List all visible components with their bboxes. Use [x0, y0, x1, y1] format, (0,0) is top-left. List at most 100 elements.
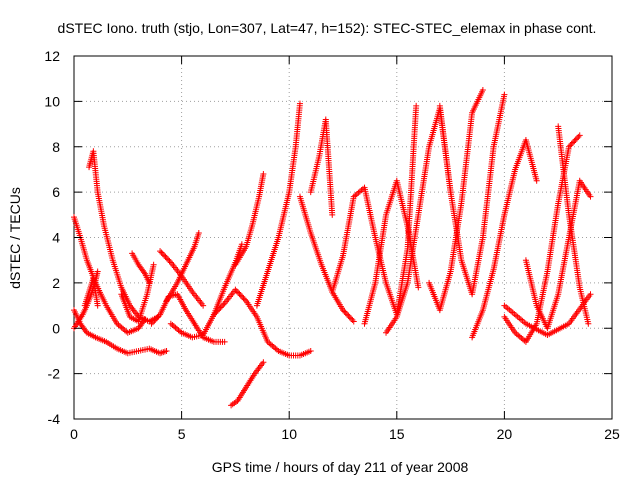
data-point	[165, 256, 172, 263]
x-tick-label: 25	[604, 426, 620, 442]
data-point	[212, 310, 219, 317]
y-tick-label: 8	[52, 139, 60, 155]
data-point	[344, 311, 351, 318]
series-14	[232, 170, 267, 268]
series-6	[118, 261, 157, 325]
y-tick-label: 0	[52, 320, 60, 336]
data-point	[233, 288, 240, 295]
data-point	[239, 293, 246, 300]
grid-lines	[74, 56, 612, 419]
data-point	[214, 307, 221, 314]
series-15	[296, 193, 357, 325]
data-point	[221, 338, 228, 345]
data-point	[163, 347, 170, 354]
data-point	[345, 312, 352, 319]
series-25	[555, 123, 592, 327]
series-3	[86, 148, 161, 325]
data-point	[200, 302, 207, 309]
data-point	[232, 286, 239, 293]
data-point	[348, 315, 355, 322]
data-point	[340, 307, 346, 314]
data-point	[161, 252, 168, 259]
data-point	[195, 229, 202, 236]
data-point	[210, 311, 217, 318]
data-point	[585, 320, 592, 327]
series-10	[167, 241, 245, 341]
data-point	[587, 291, 594, 298]
data-point	[341, 308, 348, 315]
data-point	[236, 290, 243, 297]
data-point	[533, 177, 540, 184]
data-point	[350, 318, 357, 325]
data-point	[565, 143, 572, 150]
y-tick-label: 6	[52, 184, 60, 200]
data-point	[296, 100, 303, 107]
y-tick-label: 10	[44, 93, 60, 109]
data-point	[260, 359, 267, 366]
y-axis-label: dSTEC / TECUs	[7, 187, 23, 289]
series-16	[307, 116, 336, 218]
y-tick-label: 12	[44, 48, 60, 64]
x-tick-label: 0	[70, 426, 78, 442]
series-5	[129, 250, 153, 286]
y-tick-label: 4	[52, 230, 60, 246]
data-point	[346, 314, 353, 321]
series-4	[81, 275, 101, 309]
data-point	[220, 301, 227, 308]
series-22	[469, 136, 540, 341]
series-12	[228, 359, 267, 409]
data-point	[307, 347, 314, 354]
data-point	[415, 284, 422, 291]
data-point	[587, 193, 594, 200]
data-point	[575, 133, 582, 140]
x-tick-label: 15	[389, 426, 405, 442]
data-point	[479, 87, 486, 94]
axis-ticks: 0 5 10 15 20 25 -4 -2 0 2 4 6 8 10 12	[44, 48, 620, 442]
data-point	[157, 248, 164, 255]
x-tick-label: 20	[497, 426, 513, 442]
series-26	[501, 291, 594, 339]
data-point	[576, 132, 583, 139]
series-13	[253, 100, 303, 309]
data-point	[260, 170, 267, 177]
data-point	[235, 289, 242, 296]
x-axis-label: GPS time / hours of day 211 of year 2008	[212, 459, 469, 475]
series-21	[436, 91, 508, 298]
data-point	[217, 304, 224, 311]
data-point	[162, 253, 169, 260]
series-8	[163, 229, 202, 305]
data-point	[218, 303, 225, 310]
data-point	[571, 138, 578, 145]
data-point	[159, 250, 166, 257]
y-tick-label: -2	[48, 366, 61, 382]
data-point	[569, 139, 576, 146]
data-point	[213, 308, 220, 315]
data-point	[329, 211, 336, 218]
y-tick-label: 2	[52, 275, 60, 291]
data-point	[94, 268, 101, 275]
data-point	[567, 142, 574, 149]
data-point	[94, 302, 101, 309]
data-point	[216, 305, 223, 312]
chart-title: dSTEC Iono. truth (stjo, Lon=307, Lat=47…	[58, 20, 597, 36]
data-point	[240, 295, 247, 302]
data-series	[71, 87, 594, 409]
data-point	[166, 258, 173, 265]
data-point	[241, 296, 248, 303]
data-point	[501, 91, 508, 98]
series-11	[210, 286, 314, 359]
series-1	[71, 214, 149, 336]
data-point	[413, 102, 420, 109]
series-9	[157, 248, 207, 309]
data-point	[237, 292, 244, 299]
x-tick-label: 10	[281, 426, 297, 442]
data-point	[568, 140, 575, 147]
data-point	[572, 136, 579, 143]
y-tick-label: -4	[48, 411, 61, 427]
x-tick-label: 5	[178, 426, 186, 442]
series-0	[71, 307, 170, 357]
data-point	[163, 255, 170, 262]
data-point	[342, 309, 349, 316]
data-point	[150, 261, 157, 268]
